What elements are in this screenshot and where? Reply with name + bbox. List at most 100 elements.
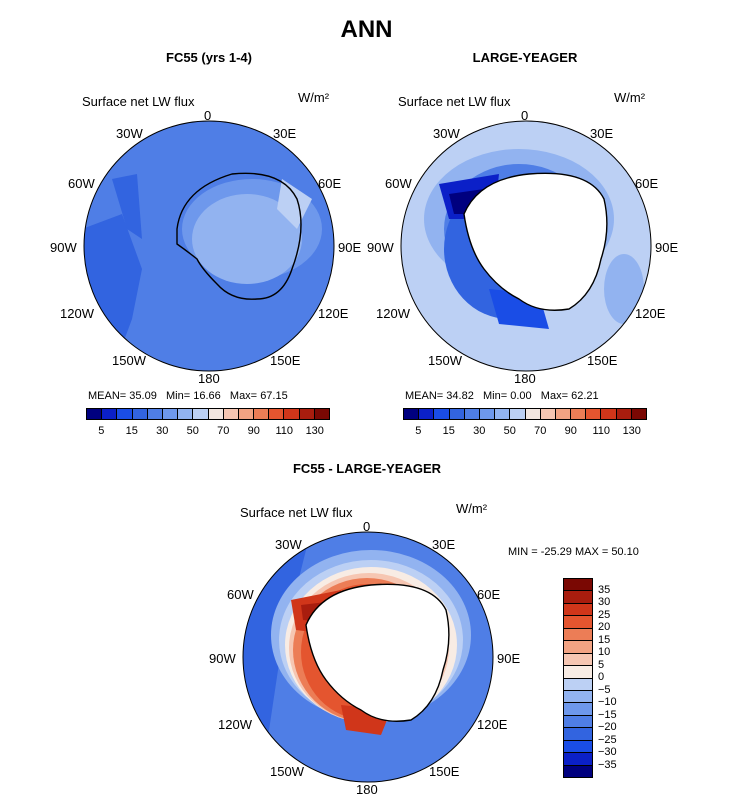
stat-min-label: Min= <box>482 390 508 402</box>
colorbar-tick-label: 50 <box>503 425 516 437</box>
colorbar-swatch <box>564 690 592 704</box>
colorbar-tick-label: 110 <box>592 425 611 437</box>
colorbar-swatch <box>564 753 592 766</box>
colorbar-swatch <box>564 666 592 679</box>
colorbar-tick-label: −15 <box>598 708 617 721</box>
colorbar-swatch <box>564 603 592 617</box>
lon-label-90w: 90W <box>209 651 236 666</box>
colorbar-tick-label: 30 <box>473 425 486 437</box>
colorbar-swatch <box>147 409 163 419</box>
colorbar-tick-label: −5 <box>598 683 611 696</box>
variable-label: Surface net LW flux <box>398 94 511 109</box>
colorbar-swatch <box>571 409 587 419</box>
diff-minmax: MIN = -25.29 MAX = 50.10 <box>508 546 639 558</box>
colorbar-swatch <box>464 409 480 419</box>
colorbar-swatch <box>269 409 285 419</box>
lon-label-120e: 120E <box>318 306 349 321</box>
polar-map-large-yeager <box>400 120 652 372</box>
colorbar-tick-label: −35 <box>598 758 617 771</box>
lon-label-60w: 60W <box>385 176 412 191</box>
lon-label-90e: 90E <box>655 240 679 255</box>
stats-fc55: MEAN= 35.09 Min= 16.66 Max= 67.15 <box>88 390 288 402</box>
colorbar-tick-label: 35 <box>598 583 611 596</box>
colorbar-tick-label: 90 <box>564 425 577 437</box>
colorbar-tick-label: −30 <box>598 746 617 758</box>
lon-label-60e: 60E <box>318 176 342 191</box>
colorbar-swatch <box>564 641 592 654</box>
colorbar-tick-label: 25 <box>598 608 611 621</box>
stat-max-value: 62.21 <box>571 390 599 402</box>
colorbar-swatch <box>238 409 255 419</box>
lon-label-150w: 150W <box>270 764 304 779</box>
colorbar-ticks-fc55: 5 15 30 50 70 90 110 130 <box>86 425 330 439</box>
colorbar-tick-label: 5 <box>598 658 605 671</box>
lon-label-120w: 120W <box>60 306 94 321</box>
colorbar-swatch <box>510 409 526 419</box>
lon-label-120e: 120E <box>635 306 666 321</box>
lon-label-30w: 30W <box>116 126 143 141</box>
figure-title: ANN <box>340 16 393 43</box>
units-label: W/m² <box>298 90 330 105</box>
colorbar-swatch <box>299 409 315 419</box>
colorbar-tick-label: 15 <box>598 633 611 646</box>
colorbar-tick-label: 70 <box>534 425 547 437</box>
stat-mean-value: 35.09 <box>129 390 157 402</box>
colorbar-swatch <box>555 409 572 419</box>
lon-label-60e: 60E <box>635 176 659 191</box>
lon-label-150e: 150E <box>429 764 460 779</box>
colorbar-tick-label: 130 <box>622 425 641 437</box>
lon-label-90w: 90W <box>367 240 394 255</box>
colorbar-swatch <box>586 409 602 419</box>
colorbar-swatch <box>178 409 194 419</box>
lon-label-30e: 30E <box>273 126 297 141</box>
lon-label-150e: 150E <box>270 353 301 368</box>
colorbar-tick-label: 90 <box>247 425 260 437</box>
lon-label-120w: 120W <box>376 306 410 321</box>
colorbar-swatch <box>479 409 496 419</box>
colorbar-tick-label: 110 <box>275 425 294 437</box>
stat-mean-value: 34.82 <box>446 390 474 402</box>
colorbar-swatch <box>564 653 592 667</box>
units-label: W/m² <box>456 501 488 516</box>
panel-title-fc55: FC55 (yrs 1-4) <box>166 50 252 65</box>
variable-label: Surface net LW flux <box>240 505 353 520</box>
lon-label-60w: 60W <box>227 587 254 602</box>
colorbar-swatch <box>284 409 300 419</box>
colorbar-swatch <box>495 409 511 419</box>
colorbar-swatch <box>564 740 592 754</box>
lon-label-0: 0 <box>204 108 212 123</box>
lon-label-60w: 60W <box>68 176 95 191</box>
colorbar-fc55 <box>86 408 330 420</box>
stat-mean-label: MEAN= <box>405 390 444 402</box>
colorbar-swatch <box>419 409 435 419</box>
stat-max-value: 67.15 <box>260 390 288 402</box>
lon-label-90e: 90E <box>497 651 521 666</box>
lon-label-180: 180 <box>356 782 378 797</box>
colorbar-swatch <box>601 409 617 419</box>
colorbar-swatch <box>525 409 541 419</box>
lon-label-30e: 30E <box>590 126 614 141</box>
colorbar-tick-label: 15 <box>125 425 138 437</box>
stat-min-label: Min= <box>165 390 191 402</box>
colorbar-swatch <box>254 409 270 419</box>
lon-label-30w: 30W <box>275 537 302 552</box>
colorbar-large-yeager <box>403 408 647 420</box>
lon-label-60e: 60E <box>477 587 501 602</box>
colorbar-tick-label: 30 <box>156 425 169 437</box>
colorbar-tick-label: 0 <box>598 671 605 683</box>
stats-large-yeager: MEAN= 34.82 Min= 0.00 Max= 62.21 <box>405 390 599 402</box>
colorbar-tick-label: 5 <box>98 425 105 437</box>
colorbar-swatch <box>223 409 239 419</box>
lon-label-180: 180 <box>514 371 536 386</box>
colorbar-tick-label: −25 <box>598 733 617 746</box>
panel-title-difference: FC55 - LARGE-YEAGER <box>292 461 442 476</box>
colorbar-swatch <box>132 409 148 419</box>
colorbar-swatch <box>564 579 592 592</box>
lon-label-90e: 90E <box>338 240 362 255</box>
colorbar-swatch <box>449 409 465 419</box>
colorbar-swatch <box>314 409 329 419</box>
colorbar-swatch <box>87 409 103 419</box>
lon-label-0: 0 <box>521 108 529 123</box>
colorbar-swatch <box>102 409 118 419</box>
colorbar-tick-label: 30 <box>598 596 611 608</box>
